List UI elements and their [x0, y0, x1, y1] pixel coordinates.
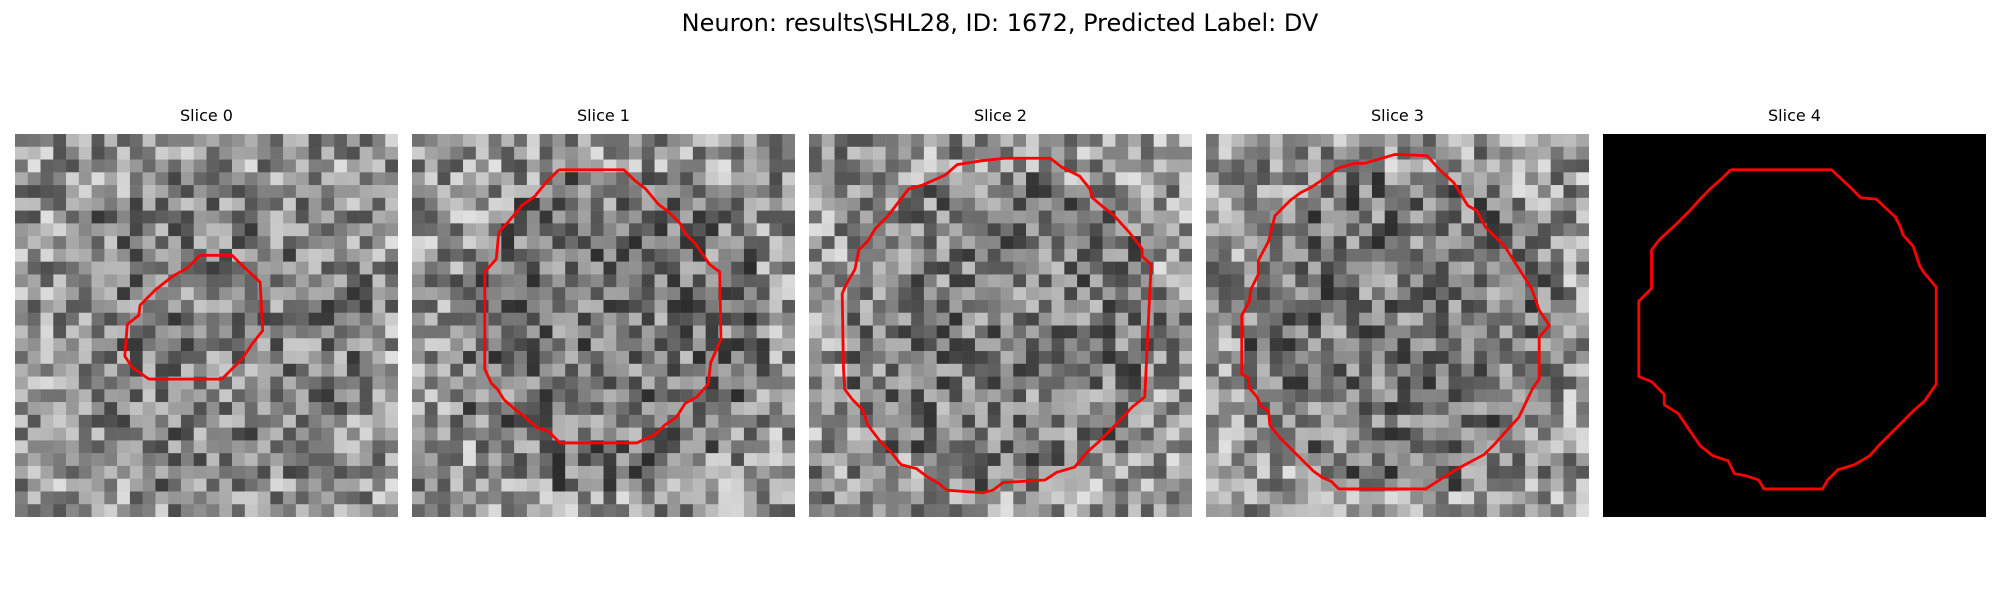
- slice-pixels: [1603, 134, 1986, 517]
- slice-image-1: [412, 134, 795, 517]
- slice-title: Slice 4: [1768, 106, 1821, 125]
- slice-pixels: [412, 134, 795, 517]
- slice-panel-1: Slice 1: [412, 104, 795, 521]
- slice-title: Slice 2: [974, 106, 1027, 125]
- slice-panel-2: Slice 2: [809, 104, 1192, 521]
- slice-image-4: [1603, 134, 1986, 517]
- slice-image-3: [1206, 134, 1589, 517]
- roi-contour: [1637, 168, 1938, 491]
- slice-panel-0: Slice 0: [15, 104, 398, 521]
- slice-pixels: [809, 134, 1192, 517]
- slice-title: Slice 0: [180, 106, 233, 125]
- slice-pixels: [15, 134, 398, 517]
- slice-image-0: [15, 134, 398, 517]
- slice-title: Slice 1: [577, 106, 630, 125]
- slice-panel-3: Slice 3: [1206, 104, 1589, 521]
- figure-title: Neuron: results\SHL28, ID: 1672, Predict…: [681, 9, 1319, 37]
- slice-panel-4: Slice 4: [1603, 104, 1986, 521]
- roi-contour: [840, 156, 1153, 495]
- slice-pixels: [1206, 134, 1589, 517]
- slice-title: Slice 3: [1371, 106, 1424, 125]
- roi-contour: [483, 168, 723, 445]
- roi-contour: [123, 253, 265, 381]
- slice-image-2: [809, 134, 1192, 517]
- roi-contour: [1240, 153, 1551, 491]
